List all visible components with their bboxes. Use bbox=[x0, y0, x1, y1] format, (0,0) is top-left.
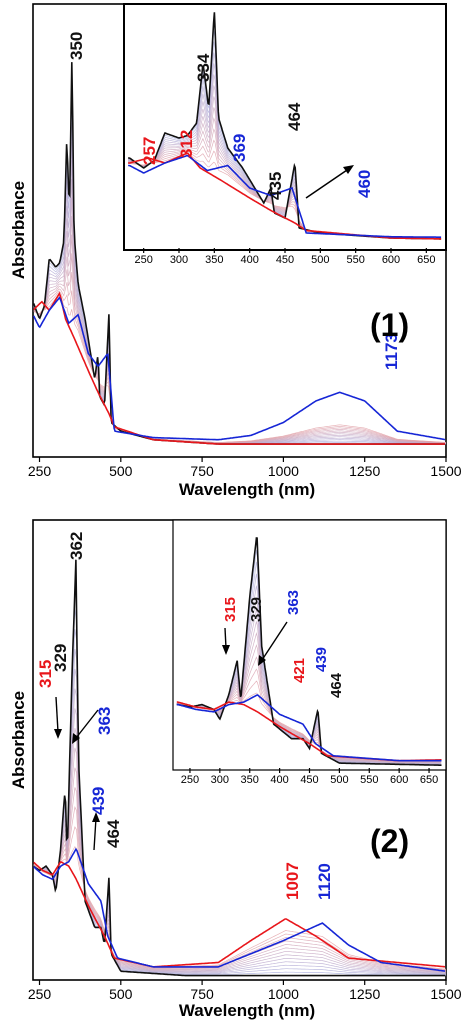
inset-2-xtick-label: 600 bbox=[390, 774, 408, 786]
panel-2-peak-1007: 1007 bbox=[283, 862, 302, 900]
panel-2-xtick-label: 750 bbox=[190, 986, 214, 1002]
inset-2-xtick-label: 450 bbox=[300, 774, 318, 786]
panel-2-ticks: 250 500 750 1000 1250 1500 bbox=[28, 980, 462, 1002]
inset-1-label-435: 435 bbox=[266, 172, 285, 200]
inset-2: 250 300 350 400 450 500 550 600 650 315 329 363 … bbox=[172, 519, 447, 786]
panel-2-peak-329: 329 bbox=[51, 644, 70, 672]
panel-2-peak-439: 439 bbox=[89, 787, 108, 815]
panel-2-xtick-label: 1500 bbox=[430, 986, 461, 1002]
panel-1-label: (1) bbox=[370, 307, 409, 343]
inset-1-label-464: 464 bbox=[285, 102, 304, 131]
panel-1-lines bbox=[32, 62, 446, 445]
inset-1-label-257: 257 bbox=[140, 137, 159, 165]
panel-1-xtick-label: 500 bbox=[109, 463, 133, 479]
inset-2-xtick-label: 300 bbox=[211, 774, 229, 786]
inset-2-series-blue bbox=[176, 694, 442, 762]
panel-1-ylabel: Absorbance bbox=[9, 181, 28, 279]
panel-2-fill bbox=[33, 609, 447, 976]
panel-1-xtick-label: 250 bbox=[28, 463, 52, 479]
panel-2-xtick-label: 500 bbox=[109, 986, 133, 1002]
panel-2-arrow-315 bbox=[55, 696, 59, 733]
inset-1-xtick-label: 250 bbox=[134, 254, 152, 266]
inset-2-xtick-label: 400 bbox=[270, 774, 288, 786]
panel-1-peak-1173: 1173 bbox=[382, 333, 401, 370]
inset-1-xtick-label: 650 bbox=[417, 254, 435, 266]
panel-2-peak-464: 464 bbox=[104, 819, 123, 848]
inset-2-xtick-label: 250 bbox=[181, 774, 199, 786]
inset-2-label-363: 363 bbox=[285, 590, 302, 615]
panel-2-xlabel: Wavelength (nm) bbox=[179, 1001, 315, 1020]
inset-1-arrowhead bbox=[343, 165, 354, 174]
panel-1-xtick-label: 1500 bbox=[430, 463, 461, 479]
inset-1-series-blue bbox=[128, 154, 442, 238]
inset-1-xtick-label: 550 bbox=[346, 254, 364, 266]
panel-2-lines bbox=[33, 559, 446, 977]
panel-2-xtick-label: 1000 bbox=[268, 986, 299, 1002]
panel-1-xtick-label: 750 bbox=[190, 463, 214, 479]
panel-2-peak-363: 363 bbox=[95, 707, 114, 735]
inset-1-label-334: 334 bbox=[194, 53, 213, 82]
panel-1-intermediate-spectrum bbox=[33, 292, 447, 443]
inset-2-xtick-label: 350 bbox=[241, 774, 259, 786]
panel-2-xtick-label: 1250 bbox=[349, 986, 380, 1002]
inset-2-label-421: 421 bbox=[291, 658, 308, 683]
panel-1-xtick-label: 1000 bbox=[268, 463, 299, 479]
panel-2: 250 500 750 1000 1250 1500 250 300 350 400 450 500… bbox=[9, 519, 462, 1020]
inset-1: 250 300 350 400 450 500 550 600 650 257 312 334 … bbox=[123, 3, 447, 266]
inset-2-label-315: 315 bbox=[222, 597, 239, 622]
inset-2-label-439: 439 bbox=[313, 647, 330, 672]
inset-1-ticks: 250 300 350 400 450 500 550 600 650 bbox=[134, 248, 436, 266]
inset-1-label-460: 460 bbox=[355, 170, 374, 198]
inset-1-xtick-label: 350 bbox=[205, 254, 223, 266]
panel-2-ylabel: Absorbance bbox=[9, 691, 28, 789]
inset-2-lines bbox=[176, 537, 442, 767]
inset-1-xtick-label: 450 bbox=[276, 254, 294, 266]
inset-1-xtick-label: 500 bbox=[311, 254, 329, 266]
inset-1-series-red bbox=[128, 152, 442, 240]
panel-2-arrow-363 bbox=[75, 709, 99, 739]
panel-1: 250 500 750 1000 1250 1500 250 300 350 400 450 500… bbox=[9, 3, 462, 499]
inset-2-xtick-label: 500 bbox=[330, 774, 348, 786]
panel-2-arrow-439 bbox=[93, 817, 97, 851]
inset-2-label-329: 329 bbox=[248, 597, 265, 622]
inset-2-series-black bbox=[176, 537, 442, 767]
panel-2-peak-362: 362 bbox=[67, 532, 86, 560]
inset-2-frame bbox=[172, 519, 447, 771]
panel-1-xtick-label: 1250 bbox=[349, 463, 380, 479]
panel-2-intermediate-spectrum bbox=[33, 846, 447, 970]
panel-2-series-blue bbox=[33, 847, 446, 972]
inset-2-arrowhead-363 bbox=[258, 655, 266, 666]
inset-2-arrow-363 bbox=[261, 621, 288, 661]
inset-1-xtick-label: 600 bbox=[382, 254, 400, 266]
panel-2-arrowhead-439 bbox=[92, 812, 100, 822]
inset-1-xtick-label: 300 bbox=[170, 254, 188, 266]
panel-1-xlabel: Wavelength (nm) bbox=[179, 480, 315, 499]
inset-2-arrow-315 bbox=[224, 627, 227, 649]
inset-1-arrow bbox=[305, 167, 351, 199]
panel-1-series-blue bbox=[32, 296, 446, 441]
panel-2-label: (2) bbox=[370, 823, 409, 859]
inset-1-xtick-label: 400 bbox=[240, 254, 258, 266]
inset-2-ticks: 250 300 350 400 450 500 550 600 650 bbox=[181, 768, 438, 786]
inset-2-arrowhead-315 bbox=[222, 645, 230, 655]
panel-2-arrowhead-315 bbox=[54, 729, 62, 739]
inset-1-label-369: 369 bbox=[230, 134, 249, 162]
panel-1-peak-350: 350 bbox=[67, 32, 86, 60]
panel-2-peak-1120: 1120 bbox=[315, 863, 334, 900]
panel-1-series-red bbox=[33, 291, 445, 445]
panel-2-arrowhead-363 bbox=[72, 733, 80, 744]
inset-2-xtick-label: 550 bbox=[360, 774, 378, 786]
panel-1-fill bbox=[33, 85, 447, 445]
panel-2-xtick-label: 250 bbox=[28, 986, 52, 1002]
inset-2-xtick-label: 650 bbox=[420, 774, 438, 786]
inset-1-lines bbox=[128, 12, 442, 240]
panel-1-ticks: 250 500 750 1000 1250 1500 bbox=[28, 457, 462, 479]
panel-2-peak-315: 315 bbox=[36, 660, 55, 688]
inset-1-label-312: 312 bbox=[177, 130, 196, 158]
inset-2-label-464: 464 bbox=[328, 672, 345, 698]
